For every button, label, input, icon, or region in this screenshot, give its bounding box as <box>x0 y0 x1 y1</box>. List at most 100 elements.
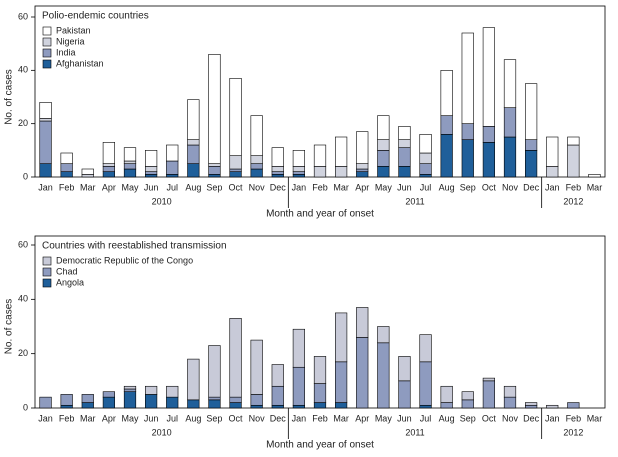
bar-segment <box>525 150 538 178</box>
chart-panel: 0 20 40 60 No. of cases Jan Feb Mar Apr May Jun Jul… <box>4 235 606 451</box>
bar-segment <box>60 152 73 164</box>
bar-segment <box>377 150 390 167</box>
x-tick-label: Jul <box>420 182 432 192</box>
x-axis-label: Month and year of onset <box>266 440 374 451</box>
bar-segment <box>250 394 263 406</box>
x-tick-label: Aug <box>439 413 455 423</box>
bar-segment <box>335 312 348 363</box>
bar-segment <box>419 152 432 164</box>
bar-segment <box>271 174 284 178</box>
bar-segment <box>356 131 369 164</box>
bar-segment <box>292 150 305 167</box>
bar-segment <box>123 147 137 162</box>
x-tick-label: Dec <box>270 182 287 192</box>
bar-segment <box>39 118 52 122</box>
bar-segment <box>39 102 52 119</box>
x-tick-label: Jan <box>292 182 307 192</box>
x-tick-label: Sep <box>206 182 222 192</box>
bar-segment <box>208 174 221 178</box>
bar-segment <box>567 144 580 178</box>
x-tick-label: Feb <box>312 182 328 192</box>
legend-label: India <box>56 47 76 57</box>
x-tick-label: Sep <box>460 413 476 423</box>
x-tick-label: Apr <box>355 182 369 192</box>
bar-segment <box>461 391 474 401</box>
bar-segment <box>440 134 453 178</box>
x-tick-label: Oct <box>229 182 244 192</box>
x-tick-label: Mar <box>80 182 96 192</box>
legend-swatch <box>42 267 52 277</box>
bar-segment <box>208 163 221 167</box>
x-tick-label: Oct <box>482 413 497 423</box>
year-label: 2011 <box>405 196 424 206</box>
bar-segment <box>461 32 474 124</box>
x-tick-label: May <box>375 182 393 192</box>
x-tick-label: Mar <box>587 182 603 192</box>
bar-segment <box>81 174 94 178</box>
bar-segment <box>567 402 580 409</box>
bar-segment <box>398 356 411 382</box>
bar-segment <box>123 160 137 164</box>
bar-segment <box>229 155 242 170</box>
bar-segment <box>187 163 200 178</box>
bar-segment <box>271 364 284 387</box>
bar-segment <box>187 139 200 146</box>
bar-segment <box>229 168 242 172</box>
bar-segment <box>250 163 263 170</box>
bar-segment <box>503 59 517 108</box>
bar-segment <box>250 168 263 178</box>
bar-segment <box>271 171 284 175</box>
x-tick-label: Jun <box>397 413 412 423</box>
year-label: 2010 <box>152 427 172 437</box>
bar-segment <box>525 139 538 151</box>
x-tick-label: Nov <box>249 413 266 423</box>
bar-segment <box>482 142 495 178</box>
legend-label: Pakistan <box>56 25 91 35</box>
x-tick-label: Jul <box>420 413 432 423</box>
bar-segment <box>313 383 327 403</box>
x-tick-label: Jun <box>397 182 412 192</box>
bar-segment <box>123 388 137 393</box>
y-tick-label: 60 <box>18 239 28 249</box>
bar-segment <box>335 136 348 167</box>
bar-segment <box>102 163 115 167</box>
bar-segment <box>419 163 432 175</box>
x-tick-label: Feb <box>59 182 75 192</box>
bar-segment <box>166 396 179 409</box>
bar-segment <box>123 163 137 170</box>
bar-segment <box>123 385 137 390</box>
x-tick-label: Sep <box>206 413 222 423</box>
legend-swatch <box>42 256 52 266</box>
bar-segment <box>187 399 200 409</box>
bar-segment <box>419 334 432 363</box>
bar-segment <box>81 168 94 175</box>
bar-segment <box>292 328 305 368</box>
bar-segment <box>102 166 115 172</box>
bar-segment <box>461 399 474 409</box>
bar-segment <box>81 402 94 409</box>
bar-segment <box>398 147 411 167</box>
bar-segment <box>39 120 52 164</box>
bar-segment <box>356 171 369 178</box>
x-tick-label: Aug <box>185 182 201 192</box>
bar-segment <box>292 171 305 175</box>
bar-segment <box>208 396 221 401</box>
year-label: 2012 <box>563 196 583 206</box>
x-tick-label: Nov <box>502 182 519 192</box>
x-tick-label: Jan <box>38 413 53 423</box>
bar-segment <box>525 402 538 406</box>
bar-segment <box>102 391 115 398</box>
legend-swatch <box>42 26 52 36</box>
bar-segment <box>229 78 242 156</box>
bar-segment <box>546 136 559 167</box>
bar-segment <box>271 147 284 167</box>
bar-segment <box>440 402 453 409</box>
bar-segment <box>419 134 432 154</box>
bar-segment <box>271 385 284 406</box>
x-tick-label: Jan <box>545 182 560 192</box>
bar-segment <box>377 115 390 140</box>
bar-segment <box>39 163 52 178</box>
x-tick-label: Dec <box>270 413 287 423</box>
x-tick-label: Dec <box>523 413 540 423</box>
bar-segment <box>567 136 580 146</box>
